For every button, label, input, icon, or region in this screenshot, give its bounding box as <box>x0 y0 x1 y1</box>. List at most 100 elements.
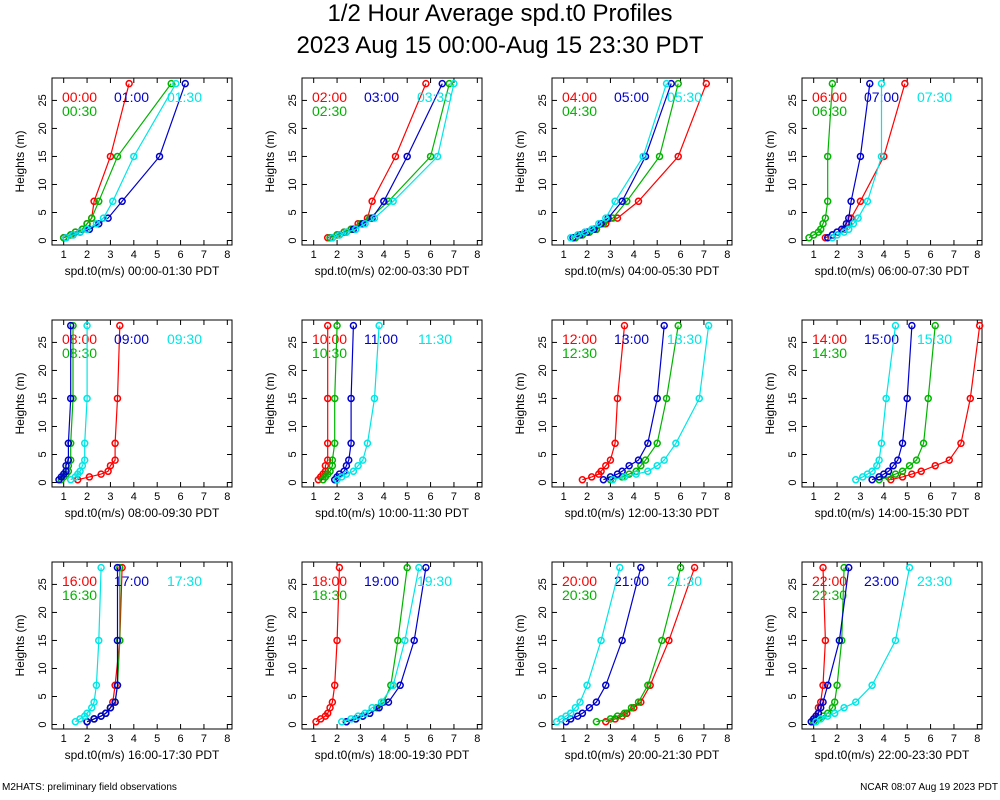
series-legend-label: 07:30 <box>917 89 952 105</box>
data-point <box>602 461 610 470</box>
x-tick-label: 7 <box>701 249 707 261</box>
data-point <box>76 228 84 236</box>
x-tick-label: 4 <box>631 491 637 503</box>
data-point <box>674 321 682 330</box>
data-point <box>823 197 832 206</box>
profile-panel: 1 2 3 4 5 6 7 8 0 5 10 15 20 25 spd.t0(m/s) 08:00-09:3… <box>13 319 233 520</box>
data-point <box>111 698 119 706</box>
data-point <box>660 321 668 330</box>
x-tick-label: 8 <box>974 249 980 261</box>
data-point <box>80 456 89 464</box>
x-tick-label: 6 <box>928 733 934 745</box>
y-tick-label: 25 <box>537 336 549 348</box>
x-tick-label: 3 <box>607 249 613 261</box>
data-point <box>106 461 115 470</box>
data-point <box>83 709 91 718</box>
data-point <box>644 681 652 690</box>
data-point <box>566 233 575 242</box>
data-point <box>599 475 608 484</box>
x-tick-label: 2 <box>834 733 840 745</box>
series-legend-label: 14:00 <box>812 331 847 347</box>
x-tick-label: 2 <box>584 249 590 261</box>
series-legend-label: 02:30 <box>312 103 347 119</box>
y-tick-label: 15 <box>287 392 299 404</box>
x-axis-label: spd.t0(m/s) 18:00-19:30 PDT <box>315 748 470 762</box>
data-point <box>894 456 902 464</box>
series-legend-label: 17:00 <box>114 573 149 589</box>
data-point <box>674 79 682 88</box>
data-point <box>368 197 376 206</box>
data-point <box>97 470 105 478</box>
y-tick-label: 5 <box>787 693 799 699</box>
series-legend-label: 04:30 <box>562 103 597 119</box>
x-tick-label: 3 <box>107 491 113 503</box>
series-line <box>612 325 710 481</box>
data-point <box>330 439 339 448</box>
x-tick-label: 5 <box>654 491 660 503</box>
series-legend-label: 00:00 <box>62 89 97 105</box>
data-point <box>111 681 119 690</box>
x-tick-label: 3 <box>607 491 613 503</box>
series-legend-label: 01:30 <box>167 89 202 105</box>
series-legend-label: 06:30 <box>812 103 847 119</box>
data-point <box>426 152 435 161</box>
data-point <box>704 321 713 330</box>
data-point <box>587 225 596 234</box>
data-point <box>695 394 704 403</box>
data-point <box>92 681 101 690</box>
series-line <box>855 325 897 481</box>
data-point <box>90 715 98 723</box>
x-tick-label: 7 <box>951 249 957 261</box>
x-tick-label: 2 <box>834 249 840 261</box>
y-tick-label: 5 <box>537 209 549 215</box>
data-point <box>639 152 647 161</box>
data-point <box>611 439 619 448</box>
data-point <box>83 321 91 330</box>
data-point <box>644 467 652 476</box>
y-tick-label: 0 <box>37 237 49 243</box>
x-tick-label: 8 <box>724 733 730 745</box>
data-point <box>401 636 409 645</box>
y-axis-label: Heights (m) <box>513 614 527 676</box>
data-point <box>403 563 411 572</box>
y-tick-label: 25 <box>537 578 549 590</box>
data-point <box>69 231 77 239</box>
data-point <box>641 456 650 464</box>
series-legend-label: 09:00 <box>114 331 149 347</box>
data-point <box>450 79 458 88</box>
y-tick-label: 0 <box>787 721 799 727</box>
data-point <box>903 394 911 403</box>
x-tick-label: 6 <box>428 249 434 261</box>
data-point <box>181 79 189 88</box>
y-tick-label: 0 <box>37 721 49 727</box>
data-point <box>609 475 617 484</box>
x-tick-label: 7 <box>951 733 957 745</box>
x-axis-label: spd.t0(m/s) 02:00-03:30 PDT <box>315 264 470 278</box>
x-tick-label: 5 <box>904 733 910 745</box>
x-tick-label: 7 <box>451 733 457 745</box>
series-legend-label: 15:30 <box>917 331 952 347</box>
data-point <box>337 717 346 726</box>
data-point <box>908 321 916 330</box>
y-axis-label: Heights (m) <box>13 614 27 676</box>
data-point <box>674 152 682 161</box>
data-point <box>891 321 900 330</box>
plot-frame <box>51 561 233 730</box>
x-tick-label: 4 <box>381 491 387 503</box>
series-legend-label: 18:30 <box>312 587 347 603</box>
data-point <box>323 439 332 448</box>
data-point <box>880 152 888 161</box>
y-axis-label: Heights (m) <box>13 372 27 434</box>
series-legend-label: 05:00 <box>614 89 649 105</box>
plot-frame <box>301 319 483 488</box>
data-point <box>83 394 91 403</box>
data-point <box>849 219 858 228</box>
y-tick-label: 20 <box>787 364 799 376</box>
y-tick-label: 0 <box>537 479 549 485</box>
plot-frame <box>801 77 983 246</box>
series-legend-label: 13:30 <box>667 331 702 347</box>
y-axis-label: Heights (m) <box>513 372 527 434</box>
data-point <box>856 152 865 161</box>
data-point <box>690 563 699 572</box>
data-point <box>620 473 629 481</box>
